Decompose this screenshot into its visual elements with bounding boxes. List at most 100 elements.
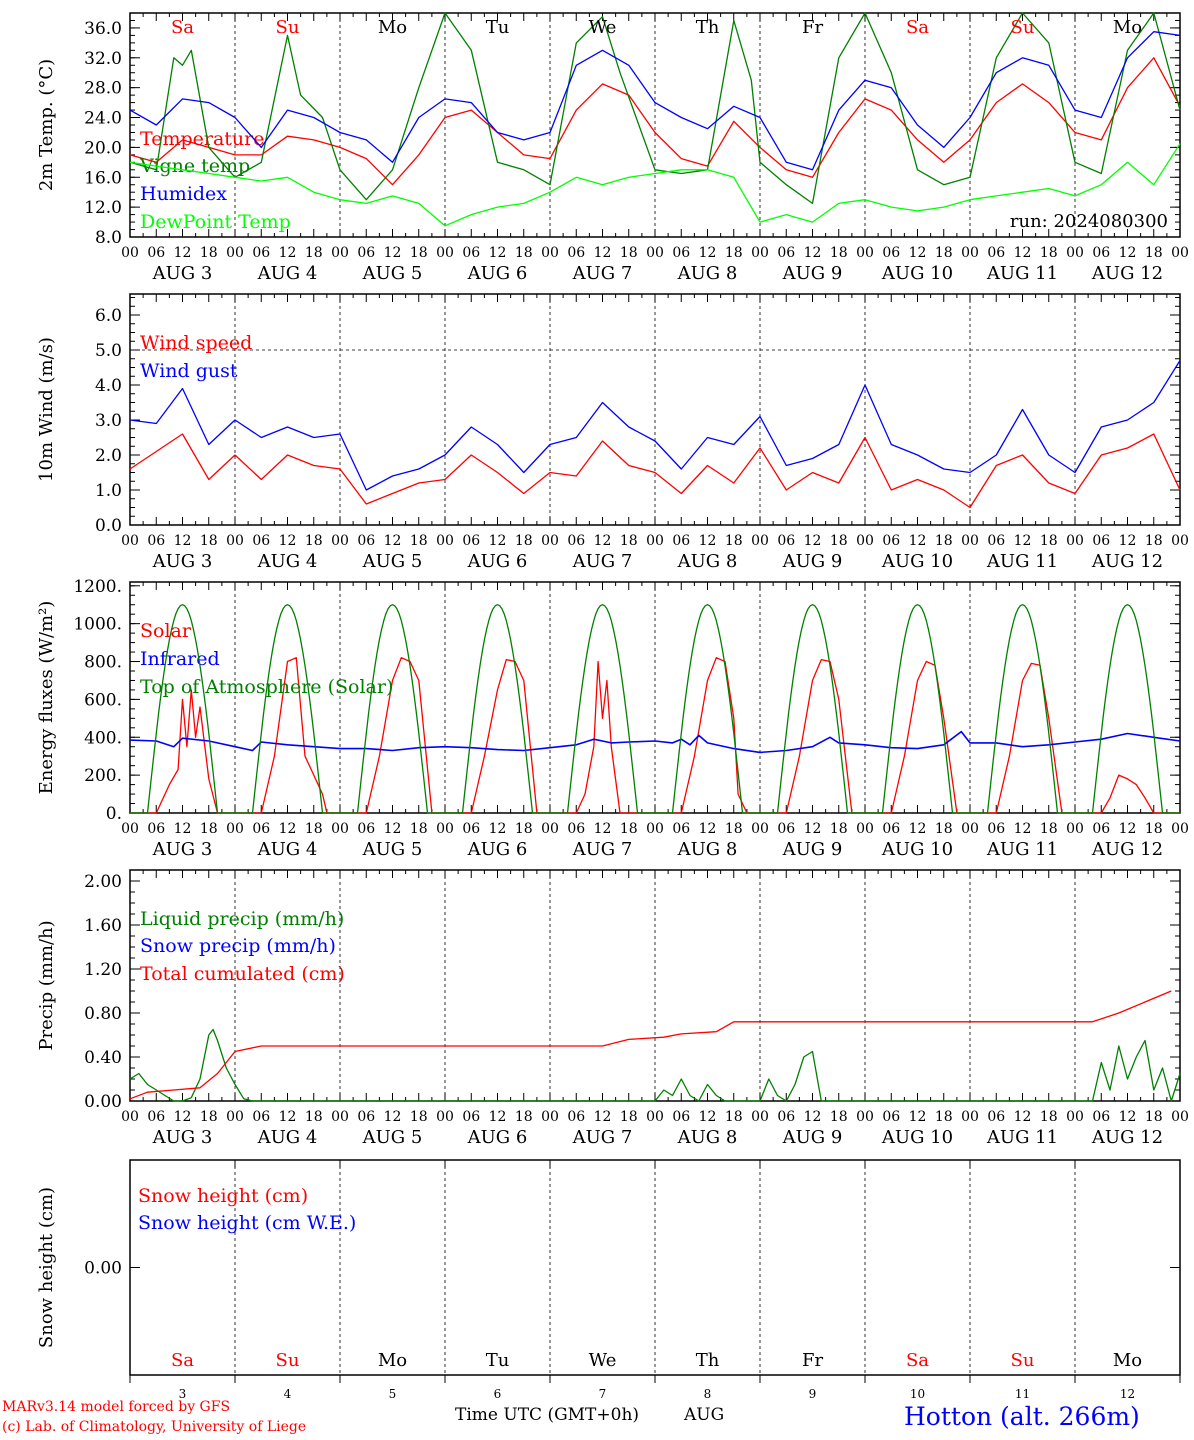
series-line-wind-gust — [129, 360, 1181, 491]
hour-label: 00 — [646, 821, 664, 837]
hour-label: 12 — [489, 821, 507, 837]
hour-label: 18 — [725, 821, 743, 837]
hour-label: 18 — [935, 533, 953, 549]
legend-infrared: Infrared — [140, 648, 220, 670]
panel-1: 36.0 32.0 28.0 24.0 20.0 16.0 12.0 8.0 2m Temp. … — [36, 12, 1189, 284]
y-tick-label: 0.40 — [84, 1048, 122, 1068]
hour-label: 18 — [200, 1109, 218, 1125]
date-label: AUG 8 — [677, 551, 738, 572]
hour-label: 18 — [725, 245, 743, 261]
hour-label: 18 — [410, 821, 428, 837]
hour-label: 06 — [987, 533, 1005, 549]
hour-label: 18 — [200, 245, 218, 261]
hour-label: 00 — [856, 533, 874, 549]
date-label: AUG 11 — [986, 263, 1058, 284]
weekday-label: Su — [1011, 1350, 1035, 1371]
hour-label: 12 — [1014, 821, 1032, 837]
hour-label: 06 — [1092, 533, 1110, 549]
hour-label: 18 — [515, 533, 533, 549]
y-tick-label: 1000. — [73, 615, 122, 635]
y-tick-label: 1.20 — [84, 960, 122, 980]
hour-label: 18 — [830, 533, 848, 549]
weekday-label: Su — [1011, 17, 1035, 38]
date-label: AUG 5 — [362, 551, 423, 572]
hour-label: 18 — [620, 821, 638, 837]
date-label: AUG 11 — [986, 839, 1058, 860]
date-label: AUG 5 — [362, 839, 423, 860]
date-label: AUG 9 — [782, 263, 843, 284]
hour-label: 00 — [1066, 1109, 1084, 1125]
legend-wind-gust: Wind gust — [140, 360, 238, 382]
y-tick-label: 2.0 — [95, 446, 122, 466]
hour-label: 18 — [305, 245, 323, 261]
hour-label: 12 — [909, 821, 927, 837]
hour-label: 06 — [462, 533, 480, 549]
hour-label: 12 — [1119, 533, 1137, 549]
hour-label: 00 — [961, 821, 979, 837]
hour-label: 00 — [436, 1109, 454, 1125]
hour-label: 00 — [1066, 245, 1084, 261]
y-tick-label: 200. — [84, 766, 122, 786]
hour-label: 06 — [672, 245, 690, 261]
legend-liquid-precip-mm-h-: Liquid precip (mm/h) — [140, 908, 344, 930]
hour-label: 00 — [226, 245, 244, 261]
date-label: AUG 12 — [1091, 839, 1163, 860]
y-tick-label: 1.60 — [84, 916, 122, 936]
weekday-label: We — [589, 17, 617, 38]
x-axis-month: AUG — [684, 1405, 725, 1425]
hour-label: 12 — [489, 245, 507, 261]
station-name: Hotton (alt. 266m) — [904, 1402, 1140, 1431]
hour-label: 00 — [541, 533, 559, 549]
hour-label: 18 — [1040, 821, 1058, 837]
weekday-label: Sa — [906, 17, 929, 38]
hour-label: 12 — [174, 245, 192, 261]
hour-label: 00 — [646, 533, 664, 549]
date-label: AUG 9 — [782, 1127, 843, 1148]
hour-label: 00 — [646, 1109, 664, 1125]
date-label: AUG 6 — [467, 263, 528, 284]
hour-label: 00 — [226, 1109, 244, 1125]
date-label: AUG 3 — [152, 839, 213, 860]
hour-label: 06 — [567, 533, 585, 549]
date-label: AUG 8 — [677, 263, 738, 284]
weekday-label: Mo — [378, 1350, 407, 1371]
hour-label: 12 — [594, 533, 612, 549]
date-label: AUG 3 — [152, 551, 213, 572]
hour-label: 00 — [856, 821, 874, 837]
y-tick-label: 800. — [84, 653, 122, 673]
hour-label: 00 — [856, 1109, 874, 1125]
hour-label: 12 — [1119, 245, 1137, 261]
hour-label: 00 — [436, 533, 454, 549]
hour-label: 06 — [252, 1109, 270, 1125]
panel-5: 0.00 Snow height (cm) Snow height (cm) Snow… — [36, 1159, 1181, 1401]
footer-lab-text: (c) Lab. of Climatology, University of L… — [2, 1419, 307, 1435]
legend-total-cumulated-cm-: Total cumulated (cm) — [140, 963, 345, 985]
y-tick-label: 0.0 — [95, 516, 122, 536]
day-number: 12 — [1120, 1387, 1135, 1401]
hour-label: 06 — [357, 245, 375, 261]
hour-label: 06 — [357, 1109, 375, 1125]
hour-label: 06 — [672, 1109, 690, 1125]
hour-label: 18 — [1040, 1109, 1058, 1125]
hour-label: 12 — [174, 533, 192, 549]
y-tick-label: 1200. — [73, 577, 122, 597]
weekday-label: Th — [696, 17, 720, 38]
hour-label: 06 — [252, 245, 270, 261]
weekday-label: Sa — [171, 1350, 194, 1371]
date-label: AUG 12 — [1091, 263, 1163, 284]
hour-label: 18 — [410, 245, 428, 261]
date-label: AUG 3 — [152, 1127, 213, 1148]
hour-label: 00 — [751, 245, 769, 261]
date-label: AUG 7 — [572, 1127, 633, 1148]
day-number: 11 — [1015, 1387, 1030, 1401]
date-label: AUG 4 — [257, 263, 318, 284]
date-label: AUG 3 — [152, 263, 213, 284]
hour-label: 12 — [279, 1109, 297, 1125]
legend-snow-height-cm-: Snow height (cm) — [138, 1185, 308, 1207]
legend-top-of-atmosphere-solar-: Top of Atmosphere (Solar) — [140, 676, 393, 698]
series-line-liquid-precip-mm-h- — [129, 1028, 1181, 1102]
hour-label: 18 — [1040, 533, 1058, 549]
hour-label: 00 — [121, 821, 139, 837]
y-tick-label: 1.0 — [95, 481, 122, 501]
